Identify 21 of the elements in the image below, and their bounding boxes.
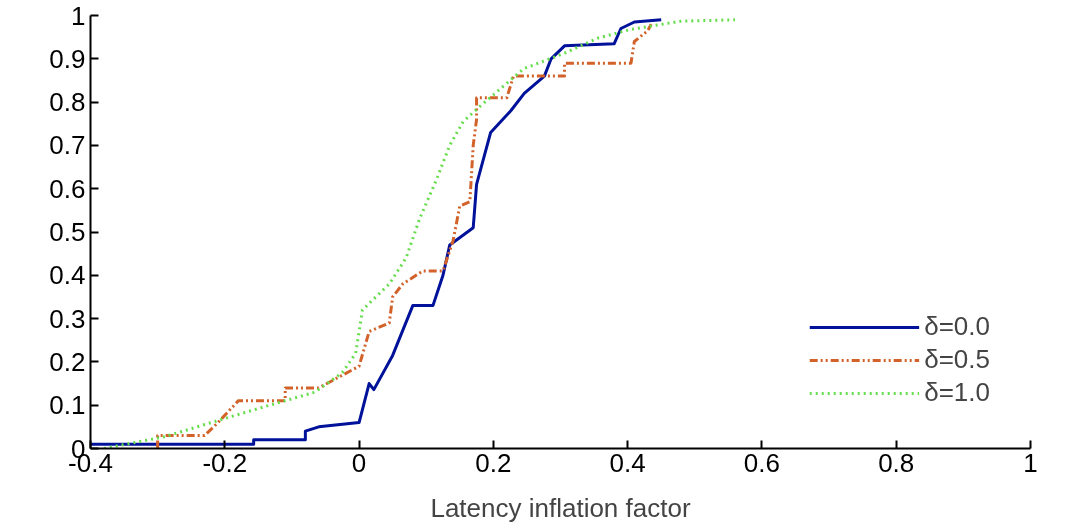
y-tick-label: 0.8 [49, 87, 86, 118]
x-tick-label: 0.2 [475, 447, 512, 478]
legend-label: δ=0.0 [924, 311, 990, 342]
y-tick-label: 0.4 [49, 260, 86, 291]
x-tick-label: 0.4 [609, 447, 646, 478]
y-tick-label: 0.2 [49, 346, 86, 377]
x-tick-label: 0.6 [743, 447, 781, 478]
y-tick-label: 0.6 [49, 173, 86, 204]
y-tick-label: 0.7 [49, 130, 86, 161]
x-tick-label: 0 [351, 447, 367, 478]
y-tick-label: 0.5 [49, 217, 86, 247]
x-tick-label: 1 [1023, 447, 1038, 478]
legend-label: δ=0.5 [924, 344, 990, 375]
y-tick-label: 1 [71, 0, 86, 31]
y-tick-label: 0.1 [49, 390, 86, 421]
x-tick-label: 0.8 [878, 447, 915, 478]
x-tick-label: -0.2 [202, 447, 248, 478]
legend-label: δ=1.0 [924, 377, 990, 408]
x-axis-title: Latency inflation factor [430, 492, 691, 523]
y-tick-label: 0.9 [49, 43, 86, 74]
y-tick-label: 0.3 [49, 303, 86, 334]
